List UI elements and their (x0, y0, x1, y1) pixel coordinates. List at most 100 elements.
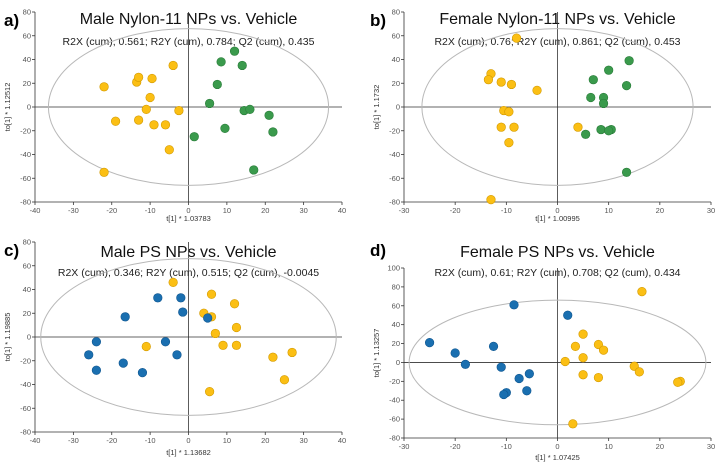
y-tick-label: 20 (392, 339, 400, 348)
x-axis-label: t[1] * 1.13682 (166, 448, 211, 457)
data-point-vehicle (506, 79, 517, 90)
y-tick-label: -60 (389, 415, 400, 424)
data-point-blue (450, 348, 460, 358)
y-tick-label: 80 (23, 8, 31, 17)
data-point-blue (137, 368, 148, 378)
data-point-vehicle (598, 345, 609, 355)
data-point-vehicle (578, 353, 588, 363)
y-tick-label: -40 (20, 150, 31, 159)
data-point-blue (118, 358, 128, 368)
x-tick-label: -20 (106, 436, 117, 445)
x-tick-label: 20 (656, 442, 664, 451)
chart-title: Female PS NPs vs. Vehicle (460, 244, 655, 261)
hotelling-ellipse (408, 299, 707, 426)
x-tick-label: 20 (261, 206, 269, 215)
y-tick-label: 80 (392, 282, 400, 291)
y-tick-label: 60 (23, 261, 31, 270)
data-point-vehicle (509, 122, 519, 132)
data-point-green (237, 60, 247, 71)
y-axis-label: to[1] * 1.13257 (372, 329, 381, 378)
data-point-green (189, 132, 199, 142)
data-point-vehicle (560, 356, 570, 367)
data-point-blue (496, 362, 506, 372)
data-point-green (245, 104, 255, 114)
x-tick-label: 10 (604, 442, 612, 451)
data-point-blue (91, 337, 101, 347)
data-point-green (586, 92, 596, 103)
panel-label: b) (370, 11, 386, 30)
x-tick-label: -20 (450, 442, 461, 451)
data-point-vehicle (141, 104, 151, 114)
data-point-green (581, 129, 591, 139)
x-tick-label: -30 (399, 206, 410, 215)
x-tick-label: 10 (223, 206, 231, 215)
data-point-blue (91, 365, 101, 375)
y-tick-label: -20 (389, 126, 400, 135)
data-point-vehicle (483, 75, 494, 85)
data-point-vehicle (147, 73, 157, 84)
x-tick-label: -30 (399, 442, 410, 451)
data-point-vehicle (229, 299, 240, 309)
data-point-vehicle (149, 120, 159, 130)
x-tick-label: -20 (450, 206, 461, 215)
data-point-vehicle (168, 277, 178, 287)
y-tick-label: -80 (389, 198, 400, 207)
y-tick-label: 80 (392, 8, 400, 17)
data-point-blue (84, 350, 94, 360)
x-tick-label: -30 (68, 206, 79, 215)
data-point-green (220, 123, 230, 133)
data-point-vehicle (634, 367, 644, 377)
y-tick-label: 40 (23, 55, 31, 64)
x-tick-label: 30 (299, 206, 307, 215)
y-tick-label: 40 (392, 320, 400, 329)
data-point-vehicle (629, 361, 639, 371)
x-tick-label: 0 (555, 206, 559, 215)
data-point-blue (178, 307, 188, 317)
data-point-green (604, 65, 614, 75)
x-tick-label: 30 (299, 436, 307, 445)
data-point-vehicle (231, 340, 242, 350)
x-tick-label: -40 (30, 436, 41, 445)
data-point-vehicle (573, 122, 583, 132)
data-point-vehicle (141, 341, 151, 352)
data-point-vehicle (206, 289, 217, 299)
y-tick-label: 20 (23, 79, 31, 88)
x-tick-label: 20 (656, 206, 664, 215)
data-point-vehicle (496, 122, 506, 132)
data-point-green (624, 56, 634, 66)
data-point-vehicle (578, 329, 588, 339)
x-tick-label: 0 (555, 442, 559, 451)
data-point-vehicle (168, 60, 178, 71)
data-point-vehicle (205, 387, 215, 397)
data-point-blue (153, 293, 163, 303)
data-point-vehicle (99, 82, 109, 92)
data-point-green (588, 75, 598, 85)
data-point-vehicle (210, 328, 220, 339)
data-point-vehicle (110, 116, 121, 126)
data-point-vehicle (570, 341, 581, 351)
data-point-blue (172, 350, 182, 360)
data-point-green (621, 167, 632, 177)
data-point-vehicle (511, 33, 522, 43)
y-tick-label: 20 (392, 79, 400, 88)
data-point-green (212, 79, 222, 90)
data-point-vehicle (160, 120, 171, 130)
data-point-green (264, 110, 274, 120)
y-axis-label: to[1] * 1.1732 (372, 85, 381, 130)
data-point-vehicle (578, 370, 588, 380)
y-tick-label: 20 (23, 309, 31, 318)
data-point-blue (488, 341, 499, 351)
data-point-vehicle (496, 77, 506, 87)
data-point-blue (460, 359, 471, 369)
data-point-vehicle (268, 352, 278, 362)
data-point-blue (509, 300, 519, 310)
y-tick-label: -80 (20, 428, 31, 437)
y-tick-label: -20 (389, 377, 400, 386)
data-point-blue (160, 337, 171, 347)
y-tick-label: -40 (389, 396, 400, 405)
y-tick-label: -60 (20, 174, 31, 183)
data-point-vehicle (218, 340, 228, 350)
hotelling-ellipse (421, 28, 694, 186)
